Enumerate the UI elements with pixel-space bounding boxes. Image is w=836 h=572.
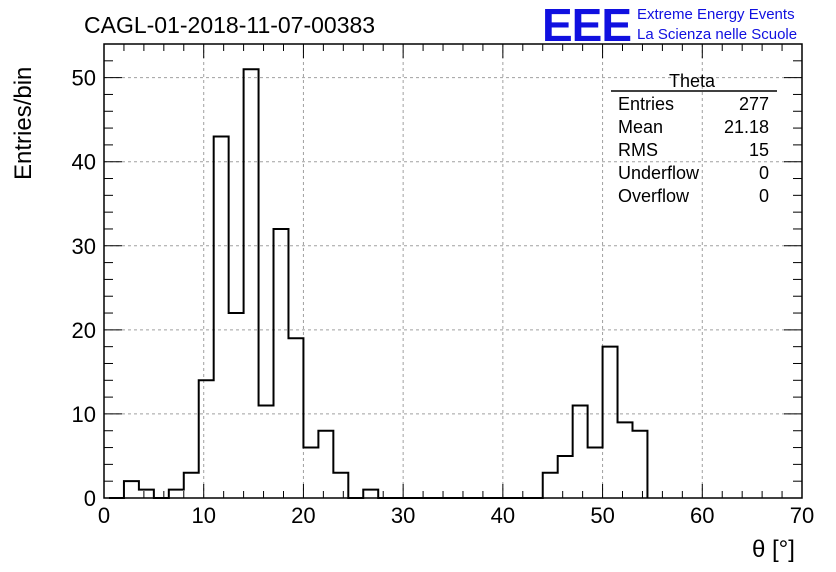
y-tick-label: 0 <box>84 486 96 511</box>
chart-title: CAGL-01-2018-11-07-00383 <box>84 12 375 38</box>
plot-frame <box>103 43 803 499</box>
y-axis-title: Entries/bin <box>10 67 37 180</box>
logo-subtitle-line1: Extreme Energy Events <box>637 6 795 23</box>
histogram-bin <box>259 406 274 498</box>
histogram-bin <box>558 456 573 498</box>
histogram-bin <box>199 380 214 498</box>
histogram-bin <box>229 313 244 498</box>
stats-row-value: 21.18 <box>724 117 769 137</box>
histogram-bin <box>288 338 303 498</box>
histogram-bin <box>618 422 633 498</box>
eee-logo: EEE Extreme Energy Events La Scienza nel… <box>542 0 797 51</box>
x-tick-label: 30 <box>391 503 415 528</box>
y-tick-label: 50 <box>72 66 96 91</box>
histogram-bin <box>363 490 378 498</box>
histogram-bin <box>244 69 259 498</box>
y-tick-label: 40 <box>72 150 96 175</box>
histogram-bin <box>169 490 184 498</box>
histogram-bin <box>303 448 318 498</box>
stats-row-label: Mean <box>618 117 663 137</box>
logo-subtitle-line2: La Scienza nelle Scuole <box>637 26 797 43</box>
histogram-bin <box>543 473 558 498</box>
x-axis-title: θ [°] <box>752 536 795 563</box>
x-tick-label: 50 <box>590 503 614 528</box>
histogram-bin <box>632 431 647 498</box>
stats-row-value: 277 <box>739 94 769 114</box>
x-tick-label: 70 <box>790 503 814 528</box>
histogram-bin <box>573 406 588 498</box>
stats-row-label: Underflow <box>618 163 700 183</box>
histogram-bins <box>108 68 649 499</box>
y-tick-label: 30 <box>72 234 96 259</box>
stats-rows: Entries 277 Mean 21.18 RMS 15 Underflow 0 Overfl… <box>618 94 769 206</box>
histogram-bin <box>603 347 618 498</box>
stats-row-value: 0 <box>759 186 769 206</box>
y-tick-label: 20 <box>72 318 96 343</box>
stats-row-value: 0 <box>759 163 769 183</box>
histogram-bin <box>318 431 333 498</box>
stats-row-label: Entries <box>618 94 674 114</box>
tick-labels: 0 10 20 30 40 50 60 70 0 10 20 30 40 50 <box>72 66 815 528</box>
histogram-bin <box>214 136 229 498</box>
stats-box: Theta Entries 277 Mean 21.18 RMS 15 Underflow 0… <box>611 71 777 206</box>
histogram-bin <box>184 473 199 498</box>
stats-title: Theta <box>669 71 716 91</box>
grid <box>104 44 802 498</box>
stats-row-label: Overflow <box>618 186 690 206</box>
x-tick-label: 60 <box>690 503 714 528</box>
histogram-bin <box>139 490 154 498</box>
axes <box>103 43 803 499</box>
stats-row-label: RMS <box>618 140 658 160</box>
histogram-bin <box>124 481 139 498</box>
logo-text: EEE <box>542 0 631 51</box>
x-tick-label: 0 <box>98 503 110 528</box>
histogram-outline <box>108 68 649 499</box>
y-tick-label: 10 <box>72 402 96 427</box>
x-tick-label: 40 <box>491 503 515 528</box>
x-tick-label: 20 <box>291 503 315 528</box>
histogram-bin <box>333 473 348 498</box>
stats-row-value: 15 <box>749 140 769 160</box>
histogram-bin <box>588 448 603 498</box>
histogram-bin <box>274 229 289 498</box>
x-tick-label: 10 <box>191 503 215 528</box>
